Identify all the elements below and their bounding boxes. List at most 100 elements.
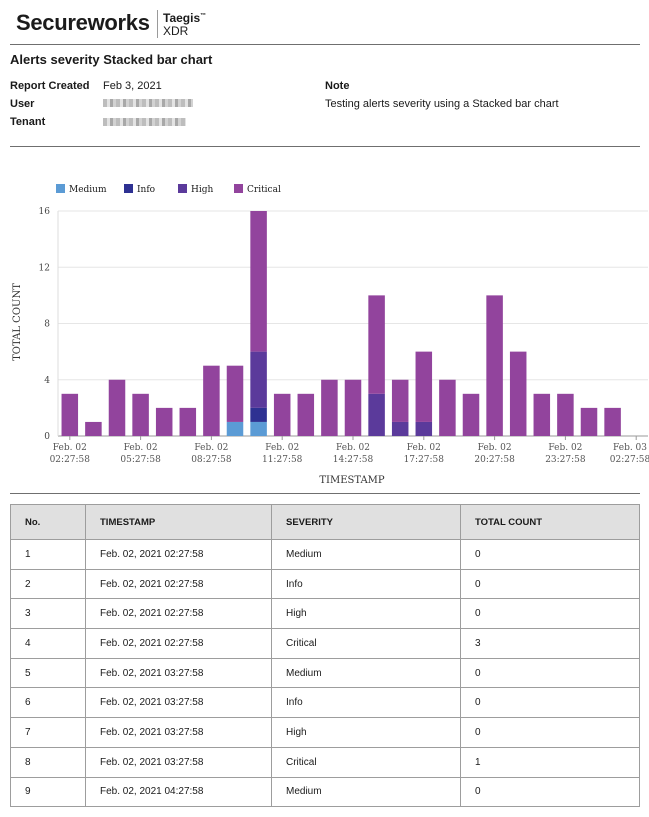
bar-segment-critical [391, 379, 409, 422]
bar-segment-critical [250, 211, 267, 352]
row-severity-cell: High [271, 598, 461, 630]
row-number-cell: 2 [10, 568, 86, 600]
table-row: 6 Feb. 02, 2021 03:27:58 Info 0 [10, 687, 640, 719]
column-header-total-count: TOTAL COUNT [460, 504, 640, 540]
x-tick-label: 17:27:58 [404, 455, 445, 465]
bar-segment-critical [486, 295, 503, 436]
table-header-row: No. TIMESTAMP SEVERITY TOTAL COUNT [10, 504, 640, 540]
row-timestamp-cell: Feb. 02, 2021 03:27:58 [85, 687, 272, 719]
row-number-cell: 4 [10, 628, 86, 659]
bar-segment-critical [273, 393, 291, 436]
row-number-cell: 7 [10, 717, 86, 748]
bar-segment-critical [439, 379, 456, 436]
x-tick-label: 02:27:58 [610, 455, 649, 465]
bar-segment-high [250, 351, 267, 408]
row-severity-cell: Info [271, 687, 461, 719]
report-title: Alerts severity Stacked bar chart [10, 52, 213, 67]
legend-item-info: Info [124, 184, 155, 195]
user-label: User [10, 98, 35, 110]
note-value: Testing alerts severity using a Stacked … [325, 98, 559, 110]
report-created-label: Report Created [10, 80, 90, 92]
table-row: 5 Feb. 02, 2021 03:27:58 Medium 0 [10, 657, 640, 689]
bar-segment-info [250, 407, 267, 422]
alerts-table: No. TIMESTAMP SEVERITY TOTAL COUNT 1 Feb.… [10, 504, 640, 808]
legend-swatch-critical [234, 184, 243, 193]
row-severity-cell: Critical [271, 628, 461, 659]
bar-segment-critical [462, 393, 480, 436]
row-total-count-cell: 3 [460, 628, 640, 659]
row-timestamp-cell: Feb. 02, 2021 03:27:58 [85, 717, 272, 748]
row-number-cell: 5 [10, 657, 86, 689]
column-header-no: No. [10, 504, 86, 540]
row-number-cell: 1 [10, 539, 86, 570]
bar-segment-high [368, 393, 385, 436]
row-timestamp-cell: Feb. 02, 2021 02:27:58 [85, 568, 272, 600]
row-severity-cell: Info [271, 568, 461, 600]
x-tick-label: Feb. 02 [478, 443, 512, 453]
user-value-redacted [103, 99, 193, 107]
bar-segment-critical [226, 365, 244, 422]
bar-segment-critical [368, 295, 385, 394]
x-tick-label: Feb. 02 [336, 443, 370, 453]
table-row: 9 Feb. 02, 2021 04:27:58 Medium 0 [10, 776, 640, 808]
legend-label-high: High [191, 185, 214, 195]
row-total-count-cell: 0 [460, 657, 640, 689]
legend-item-high: High [178, 184, 213, 195]
trademark-mark: ™ [200, 13, 207, 19]
legend-label-info: Info [137, 185, 156, 195]
bar-segment-critical [557, 393, 574, 436]
legend-swatch-medium [56, 184, 65, 193]
bar-segment-critical [415, 351, 433, 422]
bar-segment-critical [179, 407, 197, 436]
table-row: 7 Feb. 02, 2021 03:27:58 High 0 [10, 717, 640, 748]
bar-segment-critical [297, 393, 315, 436]
x-axis-label: TIMESTAMP [319, 475, 385, 486]
y-tick-label: 12 [39, 263, 50, 273]
taegis-xdr-logo: Taegis™ XDR [163, 10, 206, 38]
row-total-count-cell: 0 [460, 539, 640, 570]
report-created-value: Feb 3, 2021 [103, 80, 162, 92]
bar-segment-medium [250, 421, 267, 436]
y-axis-ticks: 0 4 8 12 16 [39, 207, 51, 442]
row-number-cell: 9 [10, 776, 86, 808]
chart-divider [10, 493, 640, 494]
x-tick-label: 08:27:58 [191, 455, 232, 465]
row-total-count-cell: 0 [460, 687, 640, 719]
row-number-cell: 8 [10, 746, 86, 778]
x-tick-label: Feb. 02 [548, 443, 582, 453]
row-severity-cell: Medium [271, 776, 461, 808]
tenant-label: Tenant [10, 116, 46, 128]
legend-label-critical: Critical [247, 185, 281, 195]
row-timestamp-cell: Feb. 02, 2021 03:27:58 [85, 746, 272, 778]
y-tick-label: 16 [39, 207, 51, 217]
row-number-cell: 3 [10, 598, 86, 630]
x-tick-label: 23:27:58 [545, 455, 586, 465]
row-severity-cell: Medium [271, 657, 461, 689]
legend-item-medium: Medium [56, 184, 107, 195]
row-timestamp-cell: Feb. 02, 2021 04:27:58 [85, 776, 272, 808]
bar-segment-critical [509, 351, 527, 436]
bar-segment-critical [604, 407, 621, 436]
chart-bars [61, 211, 621, 436]
y-tick-label: 8 [44, 320, 50, 330]
row-timestamp-cell: Feb. 02, 2021 02:27:58 [85, 628, 272, 659]
header-divider [10, 44, 640, 45]
bar-segment-high [415, 421, 433, 436]
x-tick-label: Feb. 02 [53, 443, 87, 453]
bar-segment-critical [344, 379, 362, 436]
legend-label-medium: Medium [69, 185, 107, 195]
bar-segment-critical [108, 379, 126, 436]
report-header: Secureworks Taegis™ XDR [0, 0, 649, 44]
product-name: Taegis [163, 11, 201, 25]
x-tick-label: Feb. 03 [613, 443, 647, 453]
bar-segment-critical [533, 393, 551, 436]
row-severity-cell: Critical [271, 746, 461, 778]
note-label: Note [325, 80, 350, 92]
row-severity-cell: Medium [271, 539, 461, 570]
bar-segment-critical [85, 421, 102, 436]
row-total-count-cell: 0 [460, 776, 640, 808]
row-total-count-cell: 0 [460, 717, 640, 748]
x-tick-label: 11:27:58 [262, 455, 303, 465]
x-tick-label: Feb. 02 [265, 443, 299, 453]
row-timestamp-cell: Feb. 02, 2021 03:27:58 [85, 657, 272, 689]
